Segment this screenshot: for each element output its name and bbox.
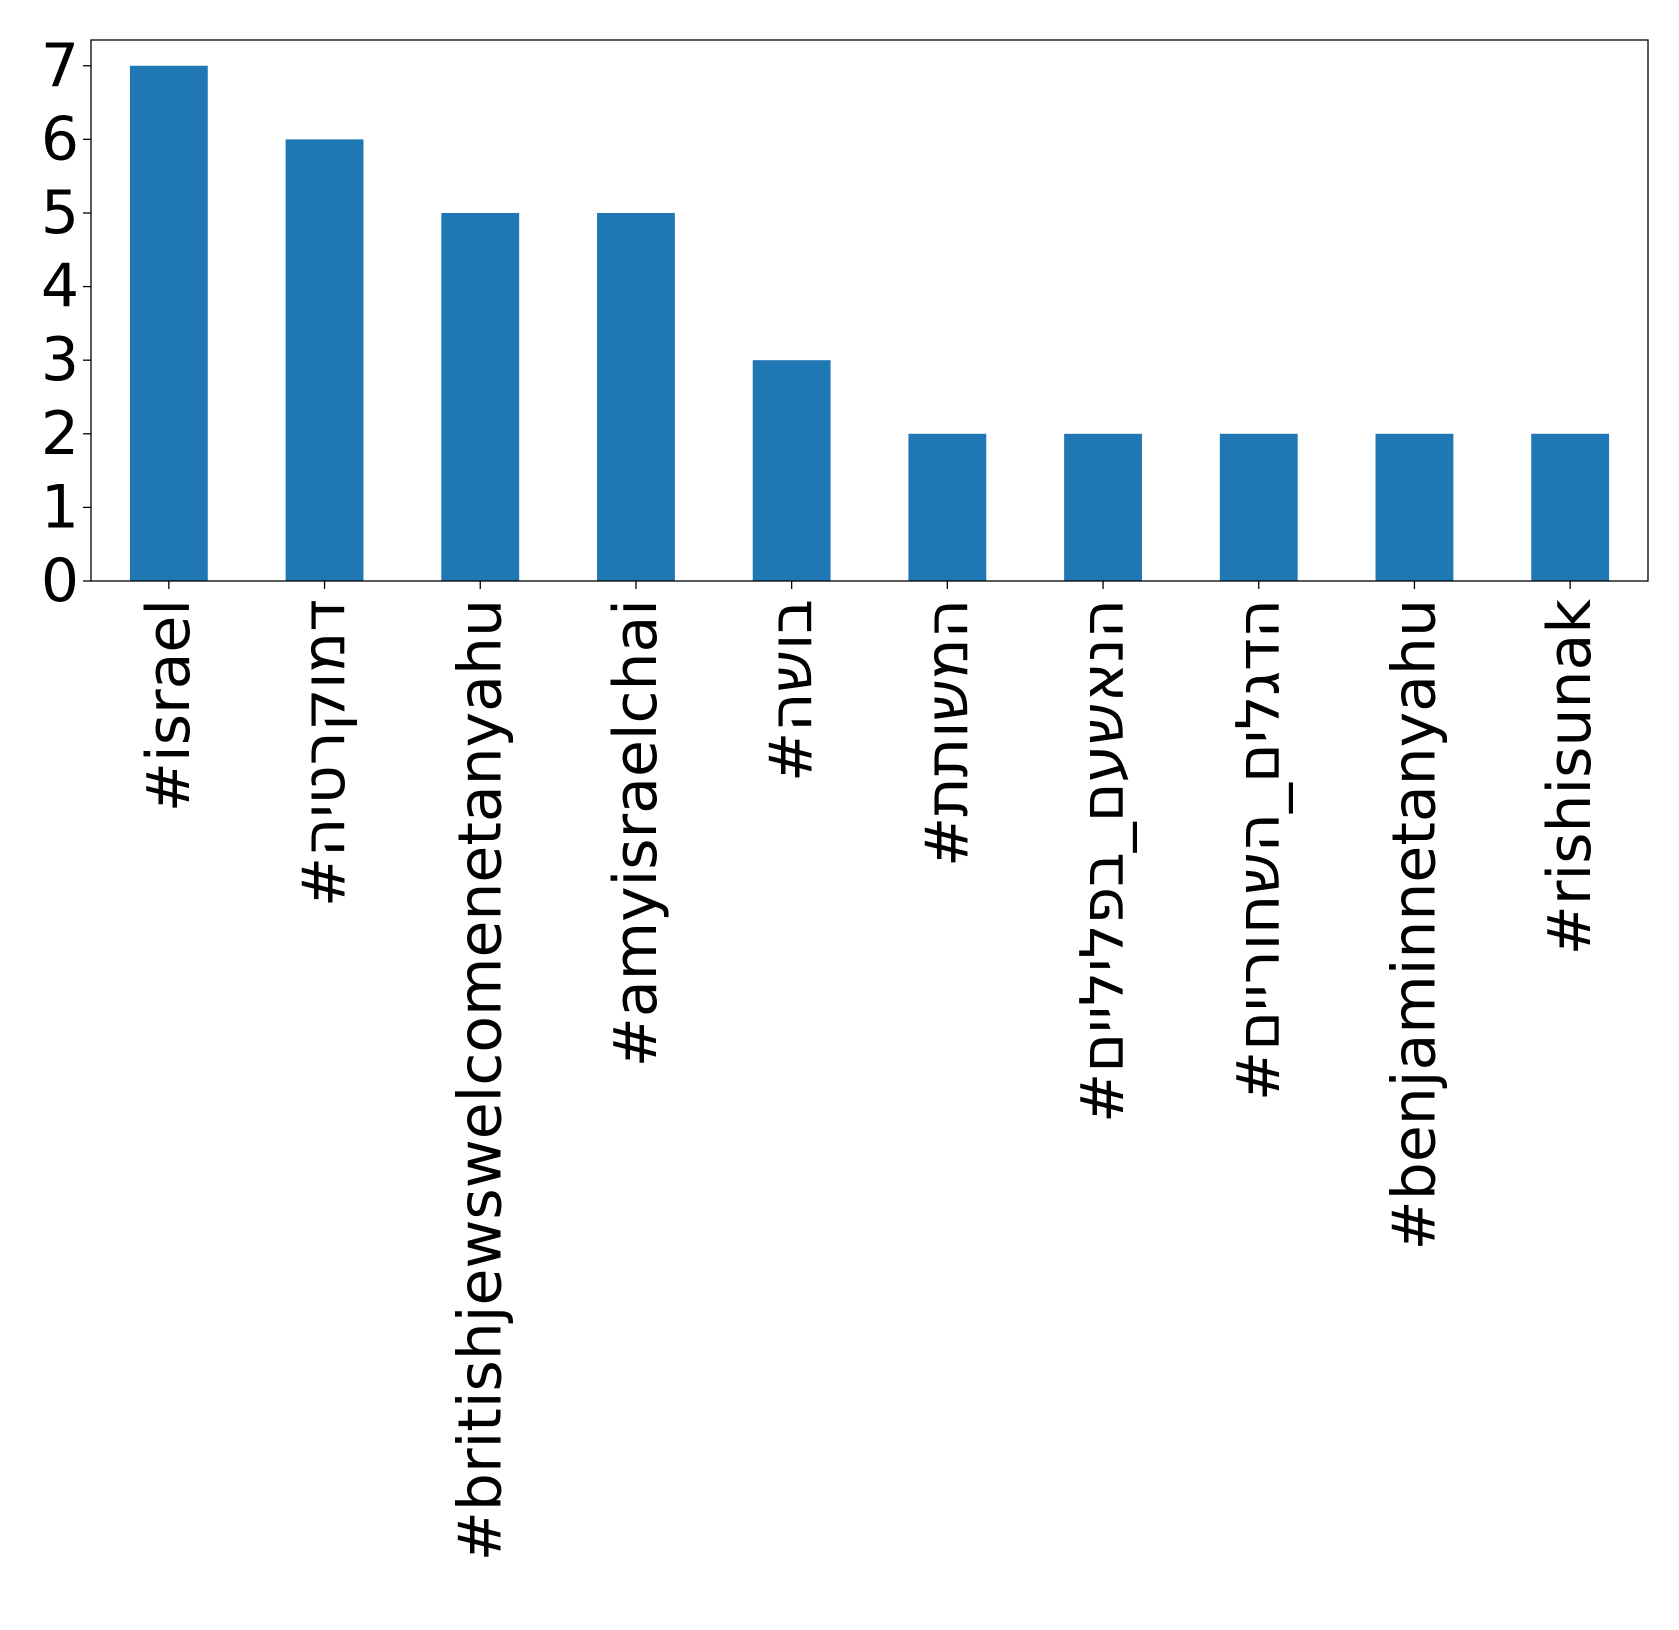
bar <box>597 212 675 582</box>
y-tick-label: 3 <box>41 325 79 395</box>
x-tick-label: #המשותת <box>912 599 982 867</box>
bar <box>285 139 364 581</box>
bar <box>1375 433 1454 581</box>
bar <box>1219 433 1298 581</box>
y-tick-label: 7 <box>41 31 79 101</box>
y-tick-label: 5 <box>41 178 79 248</box>
y-tick-label: 6 <box>41 104 79 174</box>
bars-group <box>129 65 1610 582</box>
x-tick-label: #benjaminnetanyahu <box>1379 599 1449 1250</box>
y-tick-label: 0 <box>41 546 79 616</box>
bar <box>1064 433 1142 581</box>
x-tick-label: #דמוקרטיה <box>290 599 360 907</box>
y-tick-label: 4 <box>41 252 79 322</box>
x-tick-label: #britishjewswelcomenetanyahu <box>445 599 515 1561</box>
bar <box>752 360 831 581</box>
bar <box>908 433 987 581</box>
x-tick-label: #הנאשעם_בפליליים <box>1068 599 1138 1123</box>
bar <box>129 65 208 581</box>
plot-frame <box>90 39 1649 582</box>
x-tick-label: #amyisraelchai <box>601 599 671 1067</box>
y-tick-label: 2 <box>41 399 79 469</box>
x-tick-label: #israel <box>134 599 204 812</box>
bar <box>1531 433 1610 581</box>
x-axis: #israel #דמוקרטיה #britishjewswelcomenetan… <box>134 581 1605 1561</box>
x-tick-label: #rishisunak <box>1535 599 1605 956</box>
x-tick-label: #הדגלים_השחוריים <box>1224 599 1294 1101</box>
x-tick-label: #בושה <box>757 599 827 782</box>
bar <box>441 212 520 582</box>
y-tick-label: 1 <box>41 472 79 542</box>
